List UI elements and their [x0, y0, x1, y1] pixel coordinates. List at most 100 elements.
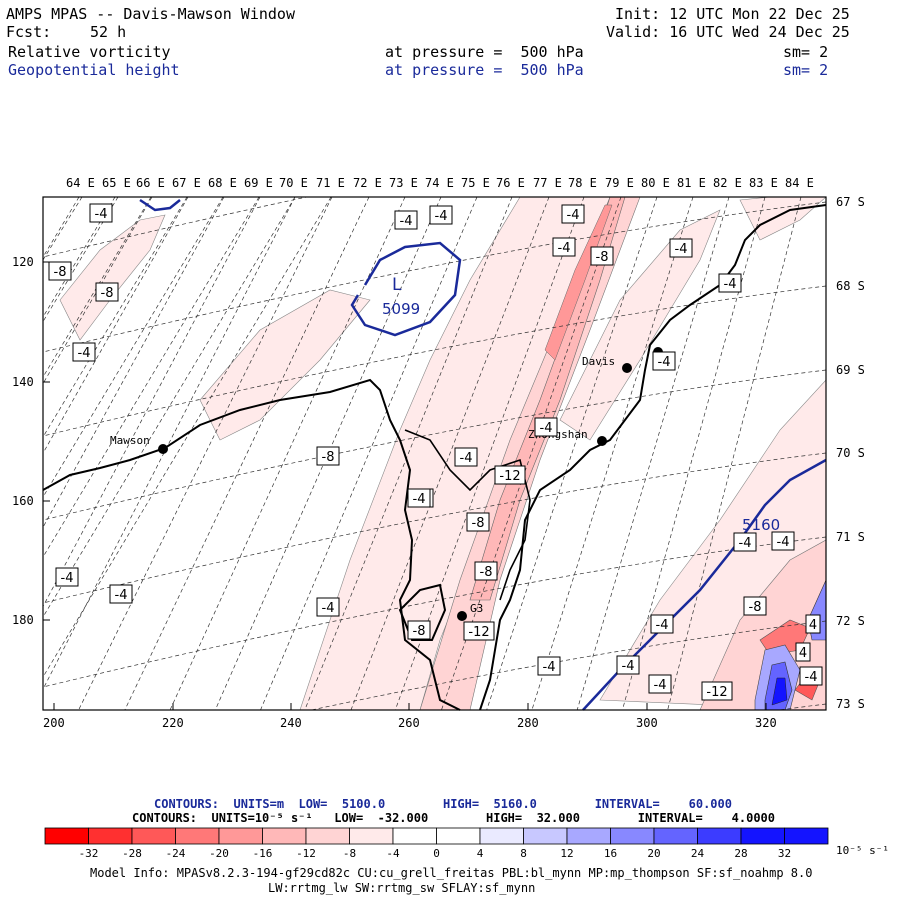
vorticity-label: -8 [322, 450, 335, 465]
meridian-line [43, 197, 188, 438]
vorticity-label: -8 [472, 516, 485, 531]
vorticity-label-box [561, 204, 585, 224]
meridian-line [486, 197, 658, 710]
vorticity-label: -4 [78, 346, 91, 361]
meridian-line [43, 197, 261, 608]
coastline-island [398, 583, 447, 641]
meridian-line [260, 197, 478, 710]
vorticity-label: -4 [567, 208, 580, 223]
lat-label: 69 S [836, 363, 865, 377]
parallel-line [43, 452, 826, 604]
vorticity-label: -8 [480, 565, 493, 580]
lat-label: 71 S [836, 530, 865, 544]
y-grid-label: 180 [12, 613, 34, 627]
vorticity-label-box [669, 238, 693, 258]
vorticity-label: 4 [809, 618, 817, 633]
colorbar-tick-label: -12 [296, 847, 316, 860]
colorbar-tick-label: -24 [165, 847, 186, 860]
vorticity-label-box [463, 621, 495, 641]
vorticity-labels: -4 -8 -4 -4 -8 -4 -8 -4 -4 -4 -4 -4 -8 -4 -4 -12 -4 -8 -8 -… [48, 203, 823, 701]
colorbar-tick-label: 8 [520, 847, 527, 860]
vorticity-label: -8 [54, 265, 67, 280]
vorticity-label: -4 [658, 355, 671, 370]
vorticity-label-box [799, 666, 823, 686]
lon-label: 64 E [66, 176, 95, 190]
vorticity-label-box [494, 465, 526, 485]
vorticity-label: -4 [61, 571, 74, 586]
colorbar-tick-label: -28 [122, 847, 142, 860]
meridian-line [43, 197, 260, 558]
field1-smoothing: sm= 2 [783, 43, 829, 61]
colorbar-swatch [218, 827, 263, 845]
vorticity-label: -4 [540, 421, 553, 436]
vorticity-label-box [429, 205, 453, 225]
x-grid-label: 240 [280, 716, 302, 730]
meridian-line [43, 197, 296, 618]
vorticity-label: -4 [558, 241, 571, 256]
colorbar-tick-label: 16 [603, 847, 618, 860]
vorticity-label: -4 [675, 242, 688, 257]
vorticity-label-box [552, 237, 576, 257]
lon-label: 70 E [279, 176, 308, 190]
colorbar-swatch [262, 827, 307, 845]
meridian-line [43, 197, 189, 454]
vorticity-label-box [474, 561, 498, 581]
colorbar-swatch [392, 827, 437, 845]
vorticity-label-box [805, 614, 821, 634]
vorticity-label-box [316, 597, 340, 617]
station-marker-g3 [457, 611, 467, 621]
meridian-line [304, 197, 513, 710]
meridian-line [124, 197, 370, 710]
x-grid-label: 260 [398, 716, 420, 730]
plot-frame [42, 196, 827, 711]
colorbar-swatch [740, 827, 785, 845]
y-grid-label: 160 [12, 494, 34, 508]
lat-label: 68 S [836, 279, 865, 293]
colorbar-swatch [784, 827, 829, 845]
colorbar-tick-label: 20 [647, 847, 661, 860]
lat-label: 73 S [836, 697, 865, 711]
vorticity-label-box [718, 273, 742, 293]
height-contour-top [139, 198, 181, 212]
model-info-line1: Model Info: MPASv8.2.3-194-gf29cd82c CU:… [90, 866, 813, 880]
vorticity-label: -12 [468, 625, 489, 640]
colorbar-swatch [88, 827, 133, 845]
station-marker-zhongshan [597, 436, 607, 446]
station-name-davis: Davis [582, 355, 615, 368]
vorticity-label: -4 [805, 670, 818, 685]
vorticity-label-box [652, 351, 676, 371]
lon-label: 68 E [208, 176, 237, 190]
vorticity-label: -4 [400, 214, 413, 229]
vorticity-label-box [701, 681, 733, 701]
lon-label: 73 E [389, 176, 418, 190]
vorticity-label-box [648, 674, 672, 694]
vorticity-label: -4 [413, 492, 426, 507]
vorticity-label: -4 [435, 209, 448, 224]
lat-label: 67 S [836, 195, 865, 209]
valid-time: Valid: 16 UTC Wed 24 Dec 25 [606, 23, 850, 41]
vorticity-label: -8 [101, 286, 114, 301]
colorbar-tick-label: -20 [209, 847, 229, 860]
lat-label: 72 S [836, 614, 865, 628]
colorbar-swatch [175, 827, 220, 845]
ice-shelf-outline [404, 429, 531, 601]
vorticity-label: -4 [656, 618, 669, 633]
lon-label: 77 E [533, 176, 562, 190]
field1-level: at pressure = 500 hPa [385, 43, 584, 61]
colorbar-tick-label: 32 [777, 847, 792, 860]
vorticity-label: -8 [596, 250, 609, 265]
colorbar-swatch [697, 827, 742, 845]
station-name-g3: G3 [470, 602, 483, 615]
height-low-contour [350, 241, 462, 337]
station-marker-davis [622, 363, 632, 373]
y-grid-label: 120 [12, 255, 34, 269]
lon-label: 80 E [641, 176, 670, 190]
parallel-line [43, 201, 826, 353]
parallel-line [43, 536, 826, 688]
meridian-line [78, 197, 333, 710]
colorbar-swatch [131, 827, 176, 845]
lon-label: 69 E [244, 176, 273, 190]
colorbar-swatch [653, 827, 698, 845]
